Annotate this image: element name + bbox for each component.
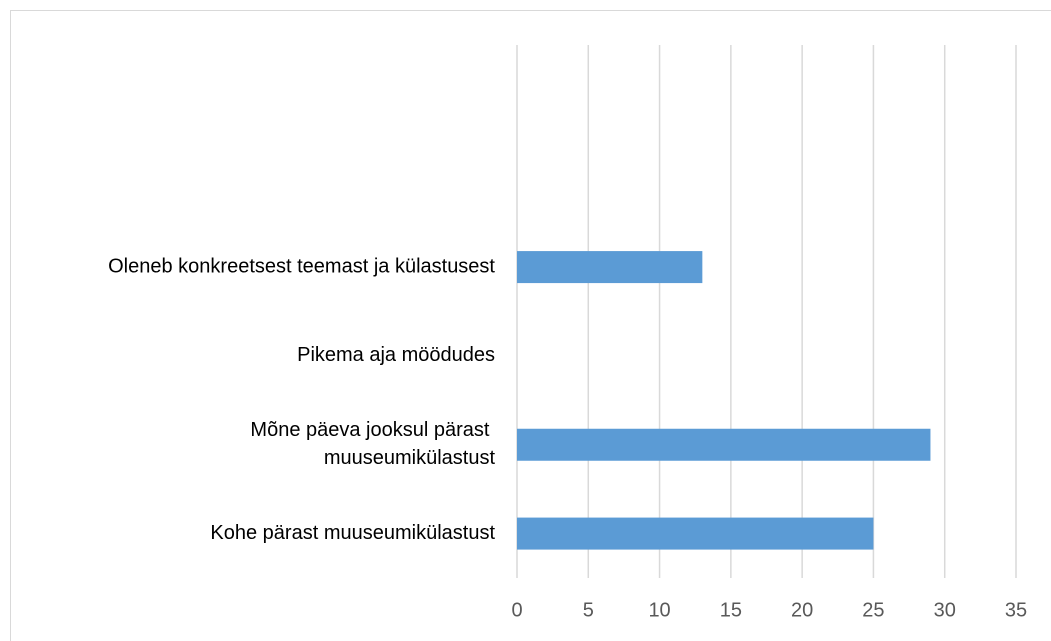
bar bbox=[517, 251, 703, 284]
x-tick-label: 10 bbox=[648, 599, 670, 621]
x-tick-label: 35 bbox=[1005, 599, 1027, 621]
y-tick-label: Kohe pärast muuseumikülastust bbox=[210, 522, 495, 544]
x-tick-label: 15 bbox=[720, 599, 742, 621]
bar bbox=[517, 517, 874, 550]
x-tick-label: 25 bbox=[862, 599, 884, 621]
bar bbox=[517, 428, 931, 461]
x-tick-label: 20 bbox=[791, 599, 813, 621]
y-tick-label: Oleneb konkreetsest teemast ja külastuse… bbox=[108, 255, 495, 277]
x-tick-label: 5 bbox=[583, 599, 594, 621]
y-tick-label: Mõne päeva jooksul pärast muuseumikülast… bbox=[250, 419, 495, 469]
y-tick-label: Pikema aja möödudes bbox=[297, 344, 495, 366]
x-tick-label: 0 bbox=[511, 599, 522, 621]
x-tick-label: 30 bbox=[934, 599, 956, 621]
